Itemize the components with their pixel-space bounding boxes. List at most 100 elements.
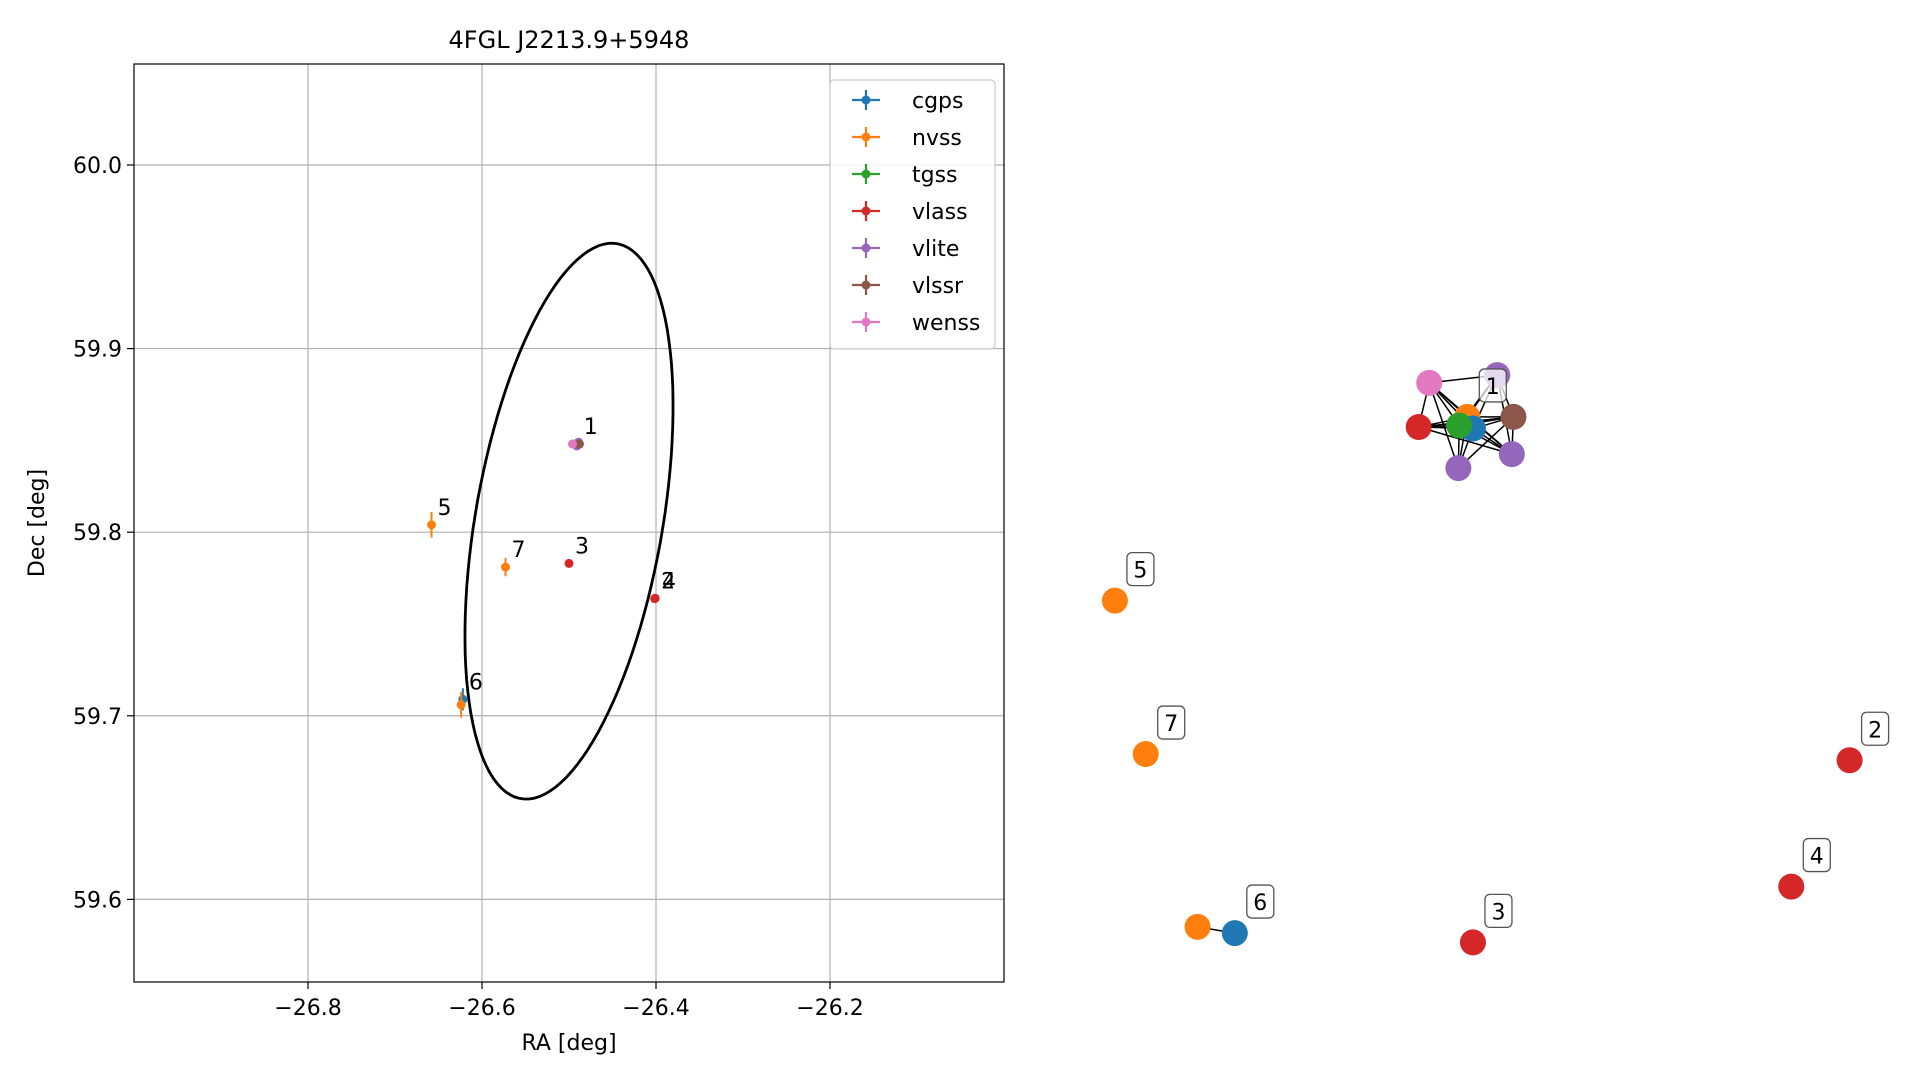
point-marker [500,562,510,572]
point-nvss [456,691,466,718]
network-label-text: 3 [1491,900,1505,925]
legend-label: vlssr [912,274,964,299]
network-node-vlass [1405,414,1432,440]
network-nodes [1101,362,1863,956]
legend-swatch-dot [861,206,871,216]
legend-swatch-dot [861,243,871,253]
y-tick-label: 60.0 [73,154,122,179]
network-label: 7 [1157,705,1186,740]
point-marker [564,558,574,568]
legend-entry-wenss: wenss [852,311,980,336]
network-label: 5 [1126,551,1155,587]
network-label-box [1126,551,1155,587]
scatter-panel: 1 5 7 3 24 6 −26.8 −26.6 −26.4 −26.2 59.6 59.7 59.8… [25,26,1005,1056]
legend-entry-nvss: nvss [852,126,962,151]
network-node-tgss [1446,412,1473,439]
network-label-text: 4 [1810,845,1824,870]
axis-ticks: −26.8 −26.6 −26.4 −26.2 59.6 59.7 59.8 59.9 60.0 [73,154,864,1021]
network-label-box [1157,705,1186,740]
network-node-nvss [1132,741,1159,768]
data-points [427,437,660,718]
legend-entry-tgss: tgss [852,163,958,188]
legend-box [829,79,996,350]
x-tick-label: −26.6 [448,996,515,1021]
point-marker [456,700,466,710]
legend-swatch-dot [861,95,871,105]
point-marker [567,439,577,449]
legend-swatch-dot [861,169,871,179]
network-label-box [1484,893,1513,929]
network-edge [1428,382,1460,469]
point-wenss [567,439,577,449]
x-tick-label: −26.8 [274,996,341,1021]
y-tick-label: 59.7 [73,705,122,730]
legend-entry-vlass: vlass [852,200,968,225]
point-annotation: 2 [661,569,675,594]
network-label-box [1478,368,1507,403]
point-annotation: 4 [662,569,676,594]
legend-swatch-dot [861,280,871,290]
point-marker [650,594,660,604]
legend-swatch-dot [861,317,871,327]
axes-frame [133,63,1005,983]
network-label-text: 7 [1164,712,1178,737]
point-annotation: 7 [511,538,525,563]
legend-label: vlass [912,200,968,225]
y-axis-label: Dec [deg] [25,469,50,577]
legend-label: wenss [912,311,980,336]
network-node-vlite [1498,441,1525,468]
network-node-cgps [1221,920,1248,947]
network-node-vlass [1778,873,1805,900]
network-label: 1 [1478,368,1507,403]
network-label: 4 [1802,837,1831,873]
point-nvss [427,511,437,538]
network-label-box [1860,711,1890,746]
legend-label: cgps [912,89,964,114]
network-labels: 1 5 7 2 4 3 6 [1126,368,1890,929]
network-label: 2 [1860,711,1890,746]
network-panel: 1 5 7 2 4 3 6 [1101,362,1890,956]
network-node-vlite [1445,455,1472,482]
network-label-box [1246,884,1275,919]
network-node-wenss [1416,369,1443,396]
point-annotation: 1 [584,415,598,440]
y-tick-label: 59.8 [73,521,122,546]
x-tick-label: −26.4 [622,996,689,1021]
network-label: 3 [1484,893,1513,929]
network-node-nvss [1184,913,1211,940]
point-annotation: 3 [575,534,589,559]
x-axis-label: RA [deg] [521,1031,616,1056]
point-marker [427,520,437,530]
point-annotation: 6 [469,670,483,695]
point-marker [574,439,584,449]
network-label-text: 1 [1486,375,1500,400]
point-nvss [500,557,510,577]
y-tick-label: 59.9 [73,338,122,363]
network-label-box [1802,837,1831,873]
legend-entry-vlssr: vlssr [852,274,964,299]
point-vlssr [574,439,584,449]
x-tick-label: −26.2 [796,996,863,1021]
network-node-nvss [1101,587,1128,614]
network-label-text: 6 [1253,891,1267,916]
network-node-vlass [1836,747,1863,774]
network-edge [1418,426,1513,455]
point-annotation: 5 [438,496,452,521]
network-label: 6 [1246,884,1275,919]
network-node-vlass [1459,929,1486,956]
error-ellipse-layer [463,241,675,801]
legend-entry-cgps: cgps [852,89,964,114]
legend-entry-vlite: vlite [852,237,959,262]
error-ellipse [463,241,675,801]
network-label-text: 5 [1133,559,1147,584]
legend-label: tgss [912,163,958,188]
point-vlass [650,594,660,604]
network-label-text: 2 [1868,718,1882,743]
legend-swatch-dot [861,132,871,142]
point-vlass [564,558,574,568]
y-tick-label: 59.6 [73,888,122,913]
legend-label: nvss [912,126,962,151]
legend: cgps nvss tgss vlass vlite vlssr wenss [829,79,996,350]
chart-title: 4FGL J2213.9+5948 [449,26,690,54]
